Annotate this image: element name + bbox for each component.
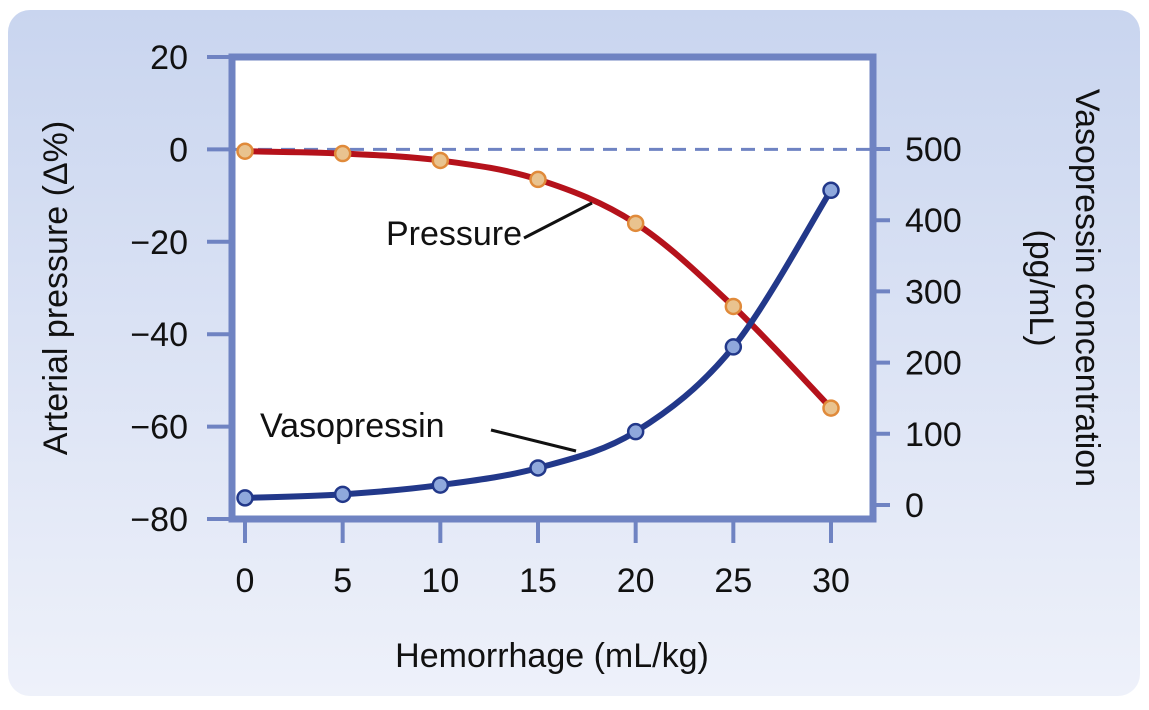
x-tick-label: 0 bbox=[236, 562, 255, 600]
data-point-pressure-10 bbox=[431, 151, 450, 170]
y-left-axis-title: Arterial pressure (Δ%) bbox=[37, 121, 75, 455]
y-left-tick-label: −80 bbox=[130, 501, 188, 539]
data-point-vasopressin-0 bbox=[236, 489, 254, 507]
y-right-axis-title-line1: Vasopressin concentration bbox=[1068, 89, 1106, 487]
annotation-vasopressin: Vasopressin bbox=[260, 407, 445, 445]
data-point-vasopressin-15 bbox=[529, 459, 547, 477]
x-tick-label: 30 bbox=[812, 562, 850, 600]
y-left-tick-label: 0 bbox=[169, 131, 188, 169]
x-tick-label: 5 bbox=[333, 562, 352, 600]
x-axis-title: Hemorrhage (mL/kg) bbox=[395, 637, 709, 675]
y-left-tick-label: 20 bbox=[150, 39, 188, 77]
plot-frame bbox=[228, 53, 877, 523]
x-tick-label: 15 bbox=[519, 562, 557, 600]
data-point-vasopressin-5 bbox=[333, 485, 352, 504]
y-left-tick-label: −60 bbox=[130, 409, 188, 447]
data-point-vasopressin-10 bbox=[431, 476, 450, 494]
annotation-pressure: Pressure bbox=[386, 215, 522, 253]
data-point-pressure-15 bbox=[529, 170, 547, 189]
annotation-pressure-leader bbox=[523, 201, 593, 240]
y-right-tick-label: 100 bbox=[905, 416, 962, 454]
data-point-pressure-30 bbox=[822, 399, 840, 417]
y-right-tick-label: 300 bbox=[905, 273, 962, 311]
y-right-tick-label: 0 bbox=[905, 487, 924, 525]
data-point-vasopressin-30 bbox=[822, 181, 840, 200]
data-point-vasopressin-25 bbox=[724, 338, 743, 356]
x-tick-label: 20 bbox=[617, 562, 655, 600]
annotation-vasopressin-leader bbox=[490, 428, 577, 453]
data-point-pressure-0 bbox=[236, 142, 254, 160]
data-point-pressure-20 bbox=[626, 214, 645, 233]
y-right-tick-label: 400 bbox=[905, 202, 962, 240]
data-point-pressure-25 bbox=[724, 297, 743, 316]
plot-area bbox=[232, 57, 873, 519]
data-point-pressure-5 bbox=[333, 144, 352, 163]
y-left-tick-label: −20 bbox=[130, 224, 188, 262]
x-tick-label: 10 bbox=[421, 562, 459, 600]
x-tick-label: 25 bbox=[714, 562, 752, 600]
y-left-tick-label: −40 bbox=[130, 316, 188, 354]
y-right-tick-label: 500 bbox=[905, 131, 962, 169]
y-right-tick-label: 200 bbox=[905, 345, 962, 383]
y-right-axis-title-line2: (pg/mL) bbox=[1022, 229, 1060, 346]
data-point-vasopressin-20 bbox=[626, 422, 645, 441]
